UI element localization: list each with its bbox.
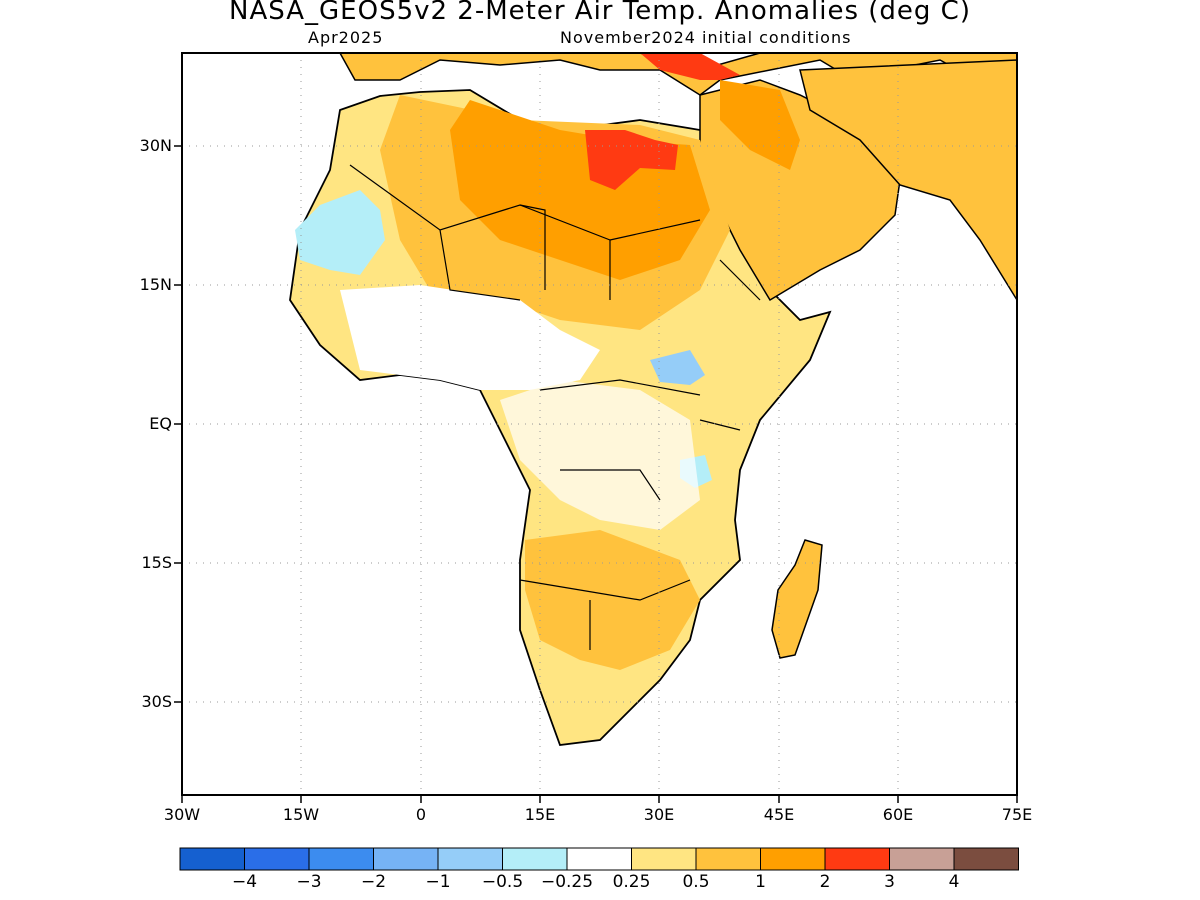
colorbar-swatch <box>953 847 1019 871</box>
colorbar-label: −0.25 <box>540 872 594 892</box>
colorbar-swatch <box>502 847 568 871</box>
southern-africa-warm-zone <box>525 530 700 670</box>
colorbar-label: 3 <box>884 872 895 892</box>
colorbar-label: −1 <box>425 872 451 892</box>
colorbar-swatch <box>631 847 697 871</box>
madagascar <box>771 539 823 659</box>
country-borders <box>349 164 761 650</box>
colorbar-swatch <box>179 847 245 871</box>
ethiopia-cool-zone <box>650 350 705 385</box>
lon-label-0: 0 <box>415 805 427 824</box>
lon-label-30w: 30W <box>163 805 201 824</box>
colorbar-swatch <box>824 847 890 871</box>
central-africa-neutral-zone <box>500 380 700 530</box>
colorbar-swatch <box>566 847 632 871</box>
lon-label-15w: 15W <box>282 805 320 824</box>
colorbar-swatch <box>308 847 374 871</box>
lon-label-15e: 15E <box>524 805 556 824</box>
colorbar-label: 2 <box>819 872 831 892</box>
colorbar-label: −2 <box>360 872 387 892</box>
colorbar <box>179 847 1019 871</box>
colorbar-label: 0.25 <box>612 872 651 892</box>
colorbar-swatch <box>760 847 826 871</box>
lat-label-30s: 30S <box>141 692 172 711</box>
colorbar-swatch <box>373 847 439 871</box>
colorbar-label: −4 <box>231 872 258 892</box>
forecast-period: Apr2025 <box>308 28 384 47</box>
colorbar-label: −3 <box>296 872 322 892</box>
colorbar-swatch <box>889 847 955 871</box>
tick-marks <box>174 145 1018 803</box>
lat-label-15s: 15S <box>141 553 172 572</box>
colorbar-label: 4 <box>948 872 960 892</box>
lat-lon-grid <box>182 53 1017 795</box>
initial-conditions: November2024 initial conditions <box>560 28 852 47</box>
lat-label-15n: 15N <box>139 275 172 294</box>
colorbar-label: 0.5 <box>682 872 710 892</box>
colorbar-swatch <box>437 847 503 871</box>
map-title: NASA_GEOS5v2 2-Meter Air Temp. Anomalies… <box>229 0 971 26</box>
colorbar-label: −0.5 <box>481 872 524 892</box>
map-content <box>182 53 1017 795</box>
sahel-neutral-zone <box>340 285 600 390</box>
west-sahara-cool-zone <box>295 190 385 275</box>
lat-label-eq: EQ <box>149 414 172 433</box>
colorbar-swatch <box>695 847 761 871</box>
colorbar-swatch <box>244 847 310 871</box>
lon-label-75e: 75E <box>1001 805 1033 824</box>
lon-label-60e: 60E <box>882 805 914 824</box>
lon-label-45e: 45E <box>763 805 795 824</box>
mediterranean-extreme-zone <box>640 53 740 80</box>
lon-label-30e: 30E <box>643 805 675 824</box>
arabia-hot-zone <box>720 80 800 170</box>
lat-label-30n: 30N <box>139 136 172 155</box>
colorbar-label: 1 <box>755 872 766 892</box>
libya-egypt-extreme-zone <box>585 130 678 190</box>
asia-landmass <box>799 59 1017 302</box>
